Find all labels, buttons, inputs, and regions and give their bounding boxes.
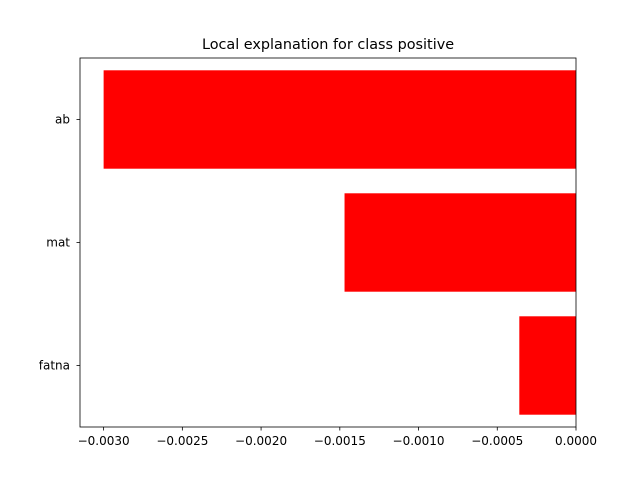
x-tick-label: −0.0005	[471, 434, 523, 448]
x-tick-label: −0.0020	[235, 434, 287, 448]
x-tick-label: −0.0010	[393, 434, 445, 448]
x-tick-label: 0.0000	[555, 434, 597, 448]
bar-fatna	[519, 316, 576, 415]
x-axis-ticks: −0.0030 −0.0025 −0.0020 −0.0015 −0.0010 −0.00…	[78, 427, 597, 448]
y-tick-label: fatna	[39, 359, 70, 373]
x-tick-label: −0.0030	[78, 434, 130, 448]
x-tick-label: −0.0025	[156, 434, 208, 448]
x-tick-label: −0.0015	[314, 434, 366, 448]
bars-group	[103, 70, 576, 415]
chart-title: Local explanation for class positive	[202, 37, 454, 53]
y-axis-ticks: ab mat fatna	[39, 113, 80, 373]
plot-frame	[79, 57, 577, 428]
bar-mat	[344, 193, 576, 292]
bar-ab	[103, 70, 576, 169]
y-tick-label: mat	[46, 236, 70, 250]
y-tick-label: ab	[55, 113, 70, 127]
